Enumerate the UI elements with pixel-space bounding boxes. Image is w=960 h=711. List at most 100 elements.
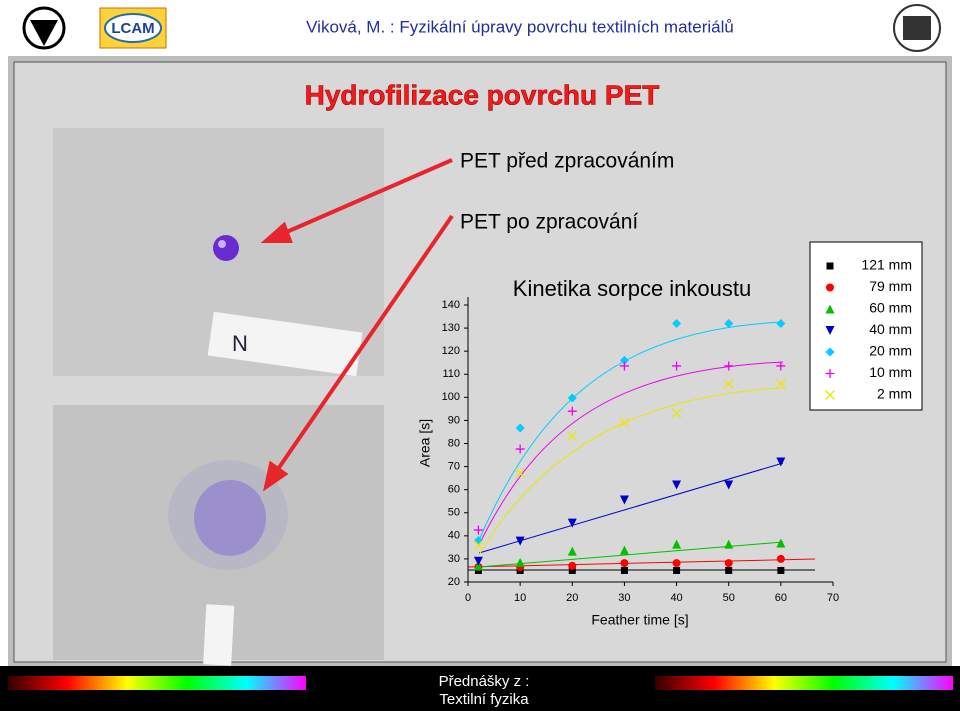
marker xyxy=(473,540,484,551)
marker xyxy=(724,539,734,549)
legend-label: 20 mm xyxy=(869,343,912,359)
logo-left xyxy=(22,6,66,50)
legend-marker xyxy=(825,326,835,335)
marker xyxy=(568,561,577,570)
marker xyxy=(515,536,525,546)
x-axis-label: Feather time [s] xyxy=(591,612,688,628)
legend-marker xyxy=(826,262,834,270)
y-axis-label: Area [s] xyxy=(417,419,433,467)
x-tick-label: 10 xyxy=(514,592,526,604)
y-tick-label: 70 xyxy=(448,460,460,472)
y-tick-label: 50 xyxy=(448,507,460,519)
marker xyxy=(724,480,734,490)
x-tick-label: 40 xyxy=(670,592,682,604)
marker xyxy=(619,545,629,555)
marker xyxy=(724,559,733,568)
x-tick-label: 50 xyxy=(723,592,735,604)
logo-text: LCAM xyxy=(111,20,154,37)
marker xyxy=(672,318,682,328)
marker xyxy=(723,378,734,389)
y-tick-label: 20 xyxy=(448,576,460,588)
marker xyxy=(777,566,785,574)
marker xyxy=(672,539,682,549)
marker xyxy=(776,361,786,371)
legend-marker xyxy=(825,369,835,378)
slide-title: Hydrofilizace povrchu PET xyxy=(305,79,660,110)
marker xyxy=(724,318,734,328)
label-before: PET před zpracováním xyxy=(460,150,674,173)
marker xyxy=(671,408,682,418)
y-tick-label: 60 xyxy=(448,484,460,496)
x-tick-label: 30 xyxy=(618,592,630,604)
marker xyxy=(619,417,630,428)
marker xyxy=(567,546,577,556)
x-tick-label: 20 xyxy=(566,592,578,604)
logo-lcam: LCAM xyxy=(99,7,167,49)
y-tick-label: 110 xyxy=(442,368,460,380)
label-after: PET po zpracování xyxy=(460,211,638,234)
chart-title: Kinetika sorpce inkoustu xyxy=(513,276,751,301)
y-tick-label: 120 xyxy=(442,345,460,357)
marker xyxy=(473,556,483,566)
header-title: Viková, M. : Fyzikální úpravy povrchu te… xyxy=(306,17,734,36)
marker xyxy=(776,318,786,328)
marker xyxy=(672,480,682,490)
marker xyxy=(567,431,578,442)
marker xyxy=(620,559,629,568)
marker xyxy=(725,566,733,574)
legend-marker xyxy=(825,304,835,314)
marker xyxy=(567,406,577,416)
x-tick-label: 0 xyxy=(465,592,471,604)
legend-label: 10 mm xyxy=(869,364,912,380)
marker xyxy=(515,423,525,433)
marker xyxy=(776,457,786,467)
marker xyxy=(619,361,629,371)
y-tick-label: 90 xyxy=(448,414,460,426)
footer-line2: Textilní fyzika xyxy=(439,691,529,708)
footer-bar-right xyxy=(655,676,953,690)
marker xyxy=(619,355,629,365)
y-tick-label: 100 xyxy=(442,391,460,403)
arrows xyxy=(260,158,454,492)
marker xyxy=(775,378,786,389)
marker xyxy=(776,538,786,548)
marker xyxy=(619,495,629,505)
legend-label: 40 mm xyxy=(869,321,912,337)
legend-marker xyxy=(826,283,834,292)
y-tick-label: 140 xyxy=(442,299,460,311)
chart: Kinetika sorpce inkoustu Feather time [s… xyxy=(417,241,923,628)
marker xyxy=(567,518,577,528)
marker xyxy=(673,566,681,574)
marker xyxy=(776,554,785,563)
legend-label: 60 mm xyxy=(869,300,912,316)
marker xyxy=(620,566,628,574)
photo-after xyxy=(53,405,384,666)
y-tick-label: 40 xyxy=(448,530,460,542)
marker xyxy=(724,361,734,371)
marker xyxy=(473,525,483,535)
photo-before: N xyxy=(53,128,384,377)
y-tick-label: 30 xyxy=(448,553,460,565)
footer-line1: Přednášky z : xyxy=(439,673,530,690)
marker xyxy=(515,557,525,567)
footer-bar-left xyxy=(8,676,306,690)
marker xyxy=(473,561,483,571)
legend-label: 121 mm xyxy=(861,257,912,273)
marker xyxy=(515,444,525,454)
x-tick-label: 70 xyxy=(827,592,839,604)
marker xyxy=(672,361,682,371)
legend-label: 79 mm xyxy=(869,278,912,294)
legend-marker xyxy=(825,390,835,400)
marker xyxy=(568,566,576,574)
fit-curves xyxy=(467,321,816,571)
y-tick-label: 130 xyxy=(442,322,460,334)
x-tick-label: 60 xyxy=(775,592,787,604)
marker xyxy=(567,393,577,403)
marker xyxy=(515,468,526,479)
y-tick-label: 80 xyxy=(448,437,460,449)
logo-right xyxy=(893,4,941,52)
photo-mark: N xyxy=(232,331,248,356)
legend-label: 2 mm xyxy=(877,386,912,402)
legend-marker xyxy=(825,347,835,357)
